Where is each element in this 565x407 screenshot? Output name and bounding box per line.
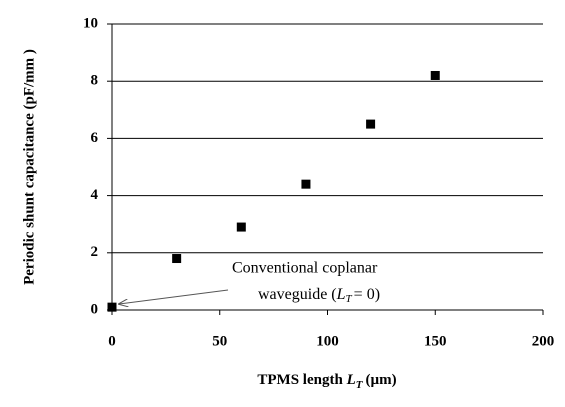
x-axis-label: TPMS length LT (µm) <box>257 372 396 390</box>
x-label-sub: T <box>356 379 364 391</box>
x-tick-label: 100 <box>316 333 339 349</box>
x-tick-label: 150 <box>424 333 447 349</box>
x-tick-label: 200 <box>532 333 555 349</box>
annotation-line2: waveguide (LT = 0) <box>258 286 380 305</box>
point <box>172 254 182 264</box>
y-tick-label: 10 <box>83 15 98 31</box>
y-tick-label: 8 <box>91 73 99 89</box>
x-label-var: L <box>346 372 356 388</box>
x-label-text: TPMS length <box>257 372 346 388</box>
x-tick-label: 0 <box>108 333 116 349</box>
x-label-unit: (µm) <box>365 372 396 388</box>
x-tick-label: 50 <box>212 333 227 349</box>
annotation-var: L <box>336 286 346 303</box>
point <box>366 119 376 129</box>
annotation-sub: T <box>346 293 353 305</box>
annotation-arrow <box>119 289 229 304</box>
point <box>430 70 440 80</box>
y-tick-label: 0 <box>91 301 99 317</box>
annotation-line1: Conventional coplanar <box>232 260 378 277</box>
annotation-pre: waveguide ( <box>258 286 337 303</box>
y-tick-label: 6 <box>91 130 99 146</box>
y-tick-label: 4 <box>91 187 99 203</box>
point <box>301 179 311 189</box>
y-tick-label: 2 <box>91 244 99 260</box>
y-axis-label: Periodic shunt capacitance (pF/mm ) <box>21 49 37 285</box>
annotation-post: = 0) <box>354 286 380 303</box>
point <box>107 302 117 312</box>
point <box>236 222 246 232</box>
